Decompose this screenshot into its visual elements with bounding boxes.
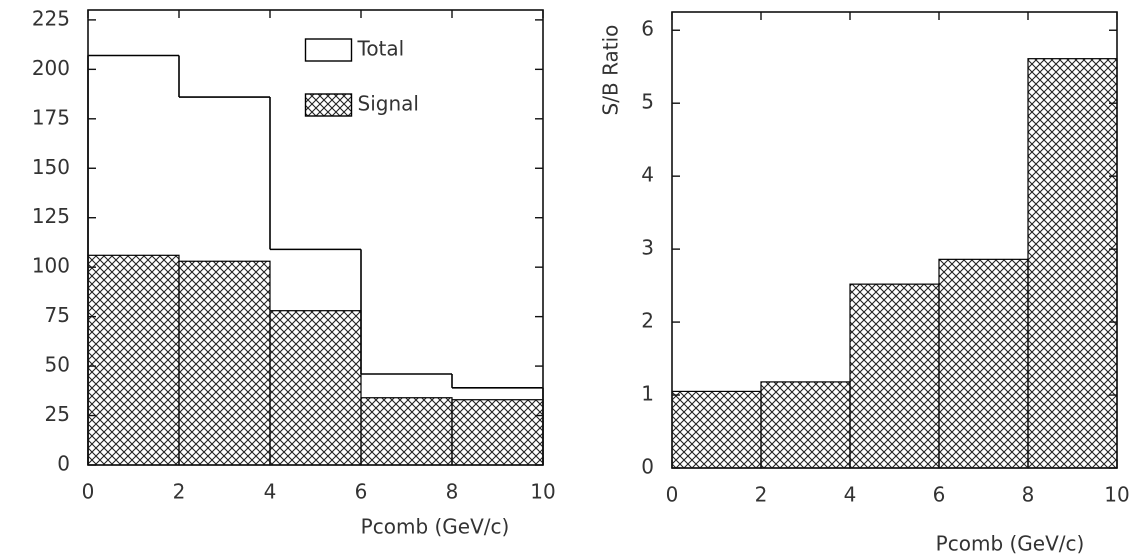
- y-tick-label: 0: [57, 452, 70, 476]
- x-tick-label: 0: [666, 483, 679, 507]
- y-tick-label: 3: [641, 236, 654, 260]
- x-tick-label: 6: [933, 483, 946, 507]
- bar: [269, 310, 362, 466]
- x-tick-label: 2: [755, 483, 768, 507]
- y-tick-label: 100: [32, 254, 70, 278]
- x-tick-label: 10: [1104, 483, 1129, 507]
- y-tick-label: 150: [32, 155, 70, 179]
- x-tick-label: 8: [446, 480, 459, 504]
- bar: [360, 397, 453, 466]
- x-tick-label: 4: [844, 483, 857, 507]
- y-tick-label: 75: [45, 303, 70, 327]
- x-tick-label: 2: [173, 480, 186, 504]
- x-tick-label: 6: [355, 480, 368, 504]
- y-tick-label: 125: [32, 204, 70, 228]
- bar: [178, 260, 271, 466]
- x-tick-label: 0: [82, 480, 95, 504]
- y-tick-label: 1: [641, 382, 654, 406]
- bar: [1027, 58, 1118, 469]
- plot-frame: [87, 9, 544, 466]
- y-tick-label: 0: [641, 455, 654, 479]
- x-axis-label: Pcomb (GeV/c): [361, 515, 510, 539]
- chart: 0 1 2 3 4 5 6 0 2 4 6 8 10 Pcomb (GeV/c) S/B Ratio: [599, 11, 1130, 555]
- y-tick-label: 50: [45, 353, 70, 377]
- bar: [671, 390, 762, 469]
- x-tick-label: 8: [1022, 483, 1035, 507]
- y-axis-label: S/B Ratio: [599, 25, 623, 116]
- bar: [451, 399, 544, 466]
- y-tick-label: 25: [45, 402, 70, 426]
- chart: 0 25 50 75 100 125 150 175 200 225 0 2 4 6 8 10 Pcomb (G…: [32, 6, 556, 538]
- bar: [87, 254, 180, 466]
- plot-frame: [671, 11, 1118, 469]
- y-tick-label: 175: [32, 105, 70, 129]
- y-tick-label: 4: [641, 163, 654, 187]
- bar: [938, 258, 1029, 469]
- legend-swatch: [304, 93, 353, 117]
- y-tick-label: 6: [641, 17, 654, 41]
- x-tick-label: 4: [264, 480, 277, 504]
- y-tick-label: 200: [32, 56, 70, 80]
- bar: [849, 283, 940, 469]
- y-tick-label: 2: [641, 309, 654, 333]
- y-tick-label: 5: [641, 90, 654, 114]
- legend-label: Total: [357, 37, 405, 61]
- x-axis-label: Pcomb (GeV/c): [936, 532, 1085, 555]
- bar: [760, 381, 851, 469]
- y-tick-label: 225: [32, 6, 70, 30]
- legend-label: Signal: [358, 92, 419, 116]
- x-tick-label: 10: [530, 480, 555, 504]
- legend-swatch: [304, 38, 353, 62]
